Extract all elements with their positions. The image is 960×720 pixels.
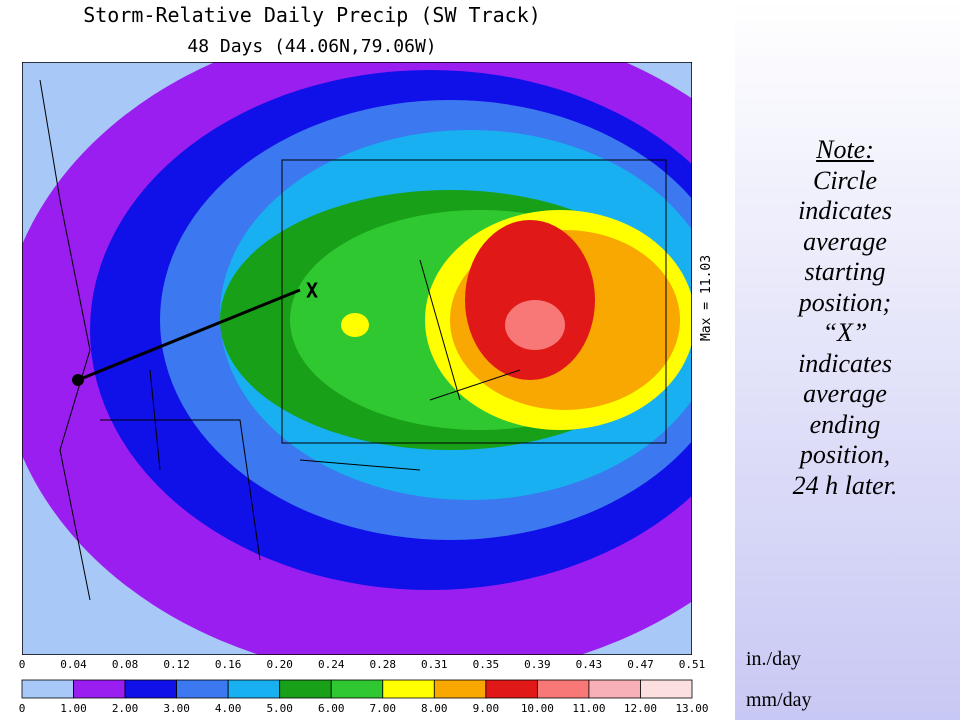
- mm-label: 4.00: [215, 702, 242, 715]
- mm-label: 10.00: [521, 702, 554, 715]
- mm-label: 6.00: [318, 702, 345, 715]
- colorbar: 0 0.04 0.08 0.12 0.16 0.20 0.24 0.28 0.31 0.35 0.3…: [19, 658, 709, 715]
- note-line: average: [803, 379, 887, 408]
- mm-label: 9.00: [473, 702, 500, 715]
- start-circle: [72, 374, 84, 386]
- inch-label: 0.47: [627, 658, 654, 671]
- mm-label: 1.00: [60, 702, 87, 715]
- inch-unit: in./day: [746, 648, 801, 670]
- colorbar-box: [536, 679, 590, 699]
- inch-label: 0.31: [421, 658, 448, 671]
- inch-label: 0.24: [318, 658, 345, 671]
- mm-label: 11.00: [572, 702, 605, 715]
- note-line: “X”: [822, 318, 868, 347]
- colorbar-box: [73, 679, 126, 699]
- precip-map: [22, 62, 692, 655]
- inch-label: 0.39: [524, 658, 551, 671]
- colorbar-box: [485, 679, 538, 699]
- max-label: Max = 11.03: [699, 255, 714, 341]
- colorbar-box: [279, 679, 332, 699]
- inch-label: 0.12: [163, 658, 190, 671]
- inch-label: 0.20: [266, 658, 293, 671]
- inch-label: 0.51: [679, 658, 706, 671]
- mm-label: 3.00: [163, 702, 190, 715]
- note-line: indicates: [798, 348, 892, 378]
- note-line: position;: [798, 287, 892, 317]
- colorbar-box: [640, 679, 693, 699]
- mm-label: 12.00: [624, 702, 657, 715]
- mm-label: 2.00: [112, 702, 139, 715]
- colorbar-box: [382, 679, 435, 699]
- colorbar-box: [588, 679, 641, 699]
- colorbar-box: [227, 679, 281, 699]
- note-line: starting: [804, 257, 886, 286]
- mm-label: 5.00: [266, 702, 293, 715]
- note-line: 24 h later.: [792, 470, 898, 500]
- inch-label: 0.08: [112, 658, 139, 671]
- mm-label: 7.00: [370, 702, 397, 715]
- note-line: position,: [799, 440, 891, 469]
- note-heading: Note:: [816, 135, 874, 164]
- mm-label: 13.00: [675, 702, 708, 715]
- note-line: ending: [809, 409, 881, 439]
- inch-label: 0: [19, 658, 26, 671]
- subtitle: 48 Days (44.06N,79.06W): [187, 36, 436, 57]
- colorbar-box: [124, 679, 178, 699]
- colorbar-box: [21, 679, 74, 699]
- note-line: indicates: [798, 196, 892, 225]
- inch-label: 0.16: [215, 658, 242, 671]
- end-marker: X: [306, 279, 318, 303]
- colorbar-box: [433, 679, 487, 699]
- side-panel: [735, 0, 960, 720]
- note-line: Circle: [812, 165, 878, 195]
- title: Storm-Relative Daily Precip (SW Track): [83, 3, 541, 27]
- colorbar-box: [330, 679, 384, 699]
- inch-label: 0.35: [473, 658, 500, 671]
- note-line: average: [803, 226, 887, 256]
- mm-unit: mm/day: [746, 689, 812, 711]
- colorbar-box: [176, 679, 229, 699]
- mm-label: 8.00: [421, 702, 448, 715]
- inch-label: 0.43: [576, 658, 603, 671]
- note: Note: Circle indicates average starting posi…: [740, 135, 950, 501]
- mm-label: 0: [19, 702, 26, 715]
- track-line: [77, 288, 301, 382]
- inch-label: 0.28: [370, 658, 397, 671]
- inch-label: 0.04: [60, 658, 87, 671]
